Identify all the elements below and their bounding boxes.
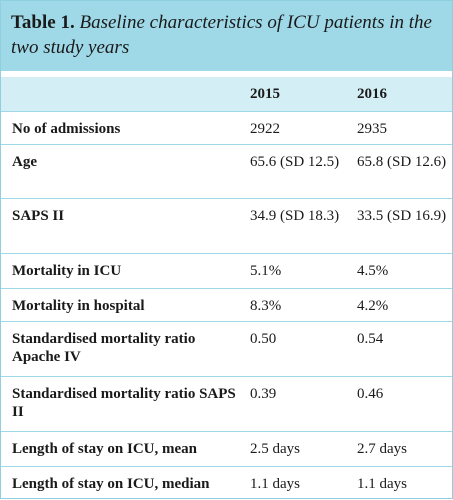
row-label: Standardised mortality ratio Apache IV: [12, 331, 196, 365]
row-label: No of admissions: [12, 121, 121, 137]
row-label: Standardised mortality ratio SAPS II: [12, 386, 236, 420]
table-row: Length of stay on ICU, mean 2.5 days 2.7 d…: [1, 431, 452, 466]
table-row: Age 65.6 (SD 12.5) 65.8 (SD 12.6): [1, 144, 452, 198]
table-row: Standardised mortality ratio SAPS II 0.39…: [1, 376, 452, 431]
cell: 33.5 (SD 16.9): [357, 208, 447, 224]
column-header-row: 2015 2016: [1, 77, 452, 111]
table-row: Standardised mortality ratio Apache IV 0.…: [1, 321, 452, 376]
cell: 0.39: [250, 386, 277, 402]
cell: 0.50: [250, 331, 277, 347]
cell: 8.3%: [250, 298, 282, 314]
table-label: Table 1.: [11, 12, 75, 33]
cell: 2935: [357, 121, 387, 137]
cell: 0.54: [357, 331, 384, 347]
cell: 0.46: [357, 386, 384, 402]
cell: 34.9 (SD 18.3): [250, 208, 340, 224]
column-header: 2015: [250, 86, 280, 102]
cell: 2.5 days: [250, 441, 300, 457]
row-label: Length of stay on ICU, mean: [12, 441, 198, 457]
row-label: Mortality in hospital: [12, 298, 145, 314]
row-label: SAPS II: [12, 208, 65, 224]
cell: 65.8 (SD 12.6): [357, 154, 447, 170]
row-label: Age: [12, 154, 37, 170]
table-caption: Table 1. Baseline characteristics of ICU…: [1, 1, 452, 71]
cell: 1.1 days: [357, 476, 407, 492]
cell: 5.1%: [250, 263, 282, 279]
row-label: Length of stay on ICU, median: [12, 476, 210, 492]
column-header: 2016: [357, 86, 387, 102]
cell: 4.5%: [357, 263, 389, 279]
cell: 2922: [250, 121, 280, 137]
table-row: Length of stay on ICU, median 1.1 days 1.1…: [1, 466, 452, 500]
table-body: No of admissions 2922 2935 Age 65.6 (SD 12.5…: [1, 111, 452, 500]
table-title: Baseline characteristics of ICU patients…: [11, 12, 432, 58]
table-row: Mortality in ICU 5.1% 4.5%: [1, 253, 452, 288]
table-row: Mortality in hospital 8.3% 4.2%: [1, 288, 452, 321]
cell: 65.6 (SD 12.5): [250, 154, 340, 170]
cell: 2.7 days: [357, 441, 407, 457]
table-row: SAPS II 34.9 (SD 18.3) 33.5 (SD 16.9): [1, 198, 452, 253]
cell: 4.2%: [357, 298, 389, 314]
row-label: Mortality in ICU: [12, 263, 122, 279]
cell: 1.1 days: [250, 476, 300, 492]
table-row: No of admissions 2922 2935: [1, 111, 452, 144]
